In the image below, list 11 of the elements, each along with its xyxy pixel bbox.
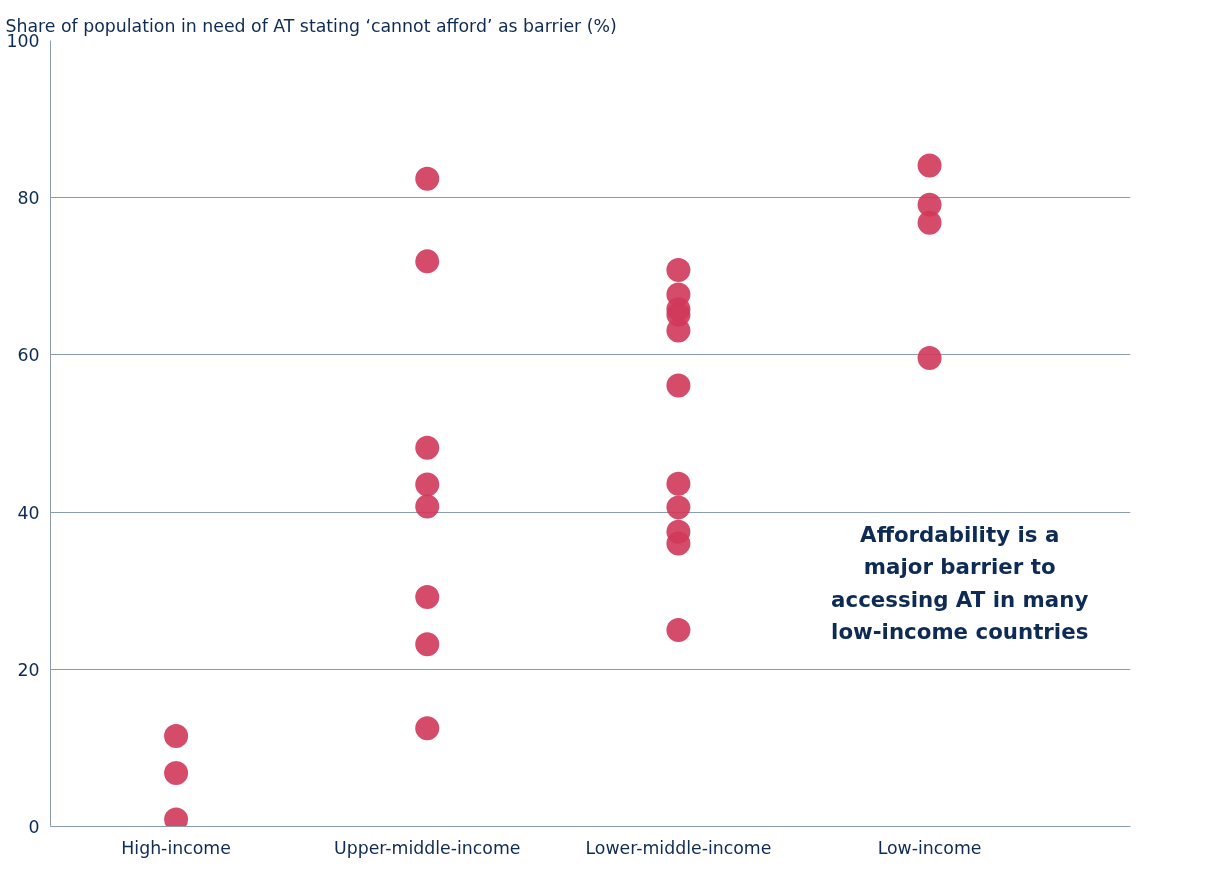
y-tick-label: 0 <box>28 817 40 837</box>
x-tick-label: Upper-middle-income <box>334 837 521 858</box>
x-tick-label: High-income <box>121 837 231 858</box>
y-tick-label: 100 <box>6 31 40 51</box>
y-tick-label: 80 <box>17 188 40 209</box>
y-tick-label: 60 <box>17 345 40 366</box>
x-tick-label: Lower-middle-income <box>585 837 772 858</box>
y-tick-label: 40 <box>17 502 40 523</box>
x-tick-label: Low-income <box>877 837 982 858</box>
annotation: Affordability is a major barrier to accessing AT in many low-income countries <box>831 521 1089 645</box>
y-tick-label: 20 <box>17 659 40 680</box>
